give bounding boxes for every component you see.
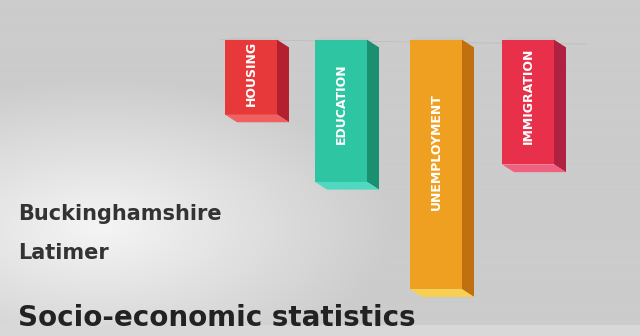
Polygon shape xyxy=(502,37,560,40)
Polygon shape xyxy=(462,40,474,297)
Polygon shape xyxy=(315,40,367,182)
Polygon shape xyxy=(225,40,289,47)
Polygon shape xyxy=(502,164,566,172)
Text: EDUCATION: EDUCATION xyxy=(335,64,348,144)
Polygon shape xyxy=(315,40,379,47)
Polygon shape xyxy=(410,40,462,289)
Text: UNEMPLOYMENT: UNEMPLOYMENT xyxy=(429,93,442,210)
Text: HOUSING: HOUSING xyxy=(244,41,257,106)
Text: Latimer: Latimer xyxy=(18,243,109,263)
Polygon shape xyxy=(410,37,468,40)
Text: Socio-economic statistics: Socio-economic statistics xyxy=(18,304,415,332)
Polygon shape xyxy=(410,40,474,47)
Polygon shape xyxy=(277,40,289,122)
Polygon shape xyxy=(502,40,566,47)
Polygon shape xyxy=(315,182,379,190)
Polygon shape xyxy=(410,289,474,297)
Text: IMMIGRATION: IMMIGRATION xyxy=(522,48,534,144)
Polygon shape xyxy=(315,37,373,40)
Polygon shape xyxy=(502,40,554,164)
Polygon shape xyxy=(225,115,289,122)
Polygon shape xyxy=(225,37,283,40)
Polygon shape xyxy=(367,40,379,190)
Polygon shape xyxy=(554,40,566,172)
Text: Buckinghamshire: Buckinghamshire xyxy=(18,204,221,224)
Polygon shape xyxy=(225,40,277,115)
